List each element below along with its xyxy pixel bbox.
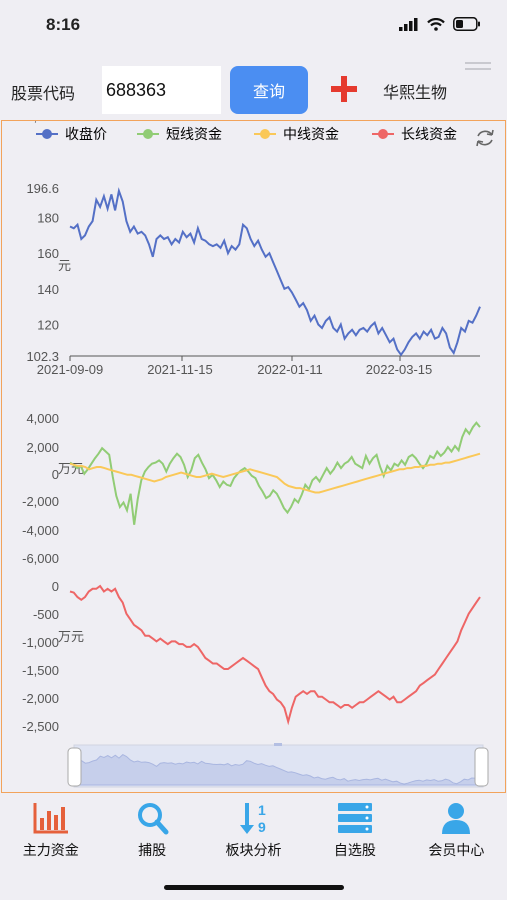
x-tick-label: 2022-03-15 (366, 362, 433, 377)
tab-label: 主力资金 (22, 842, 79, 858)
legend-label-close: 收盘价 (65, 126, 107, 142)
tab-sector-analysis[interactable]: 1 9 板块分析 (203, 795, 304, 865)
y-tick-label: -4,000 (22, 523, 59, 538)
tab-main-funds[interactable]: 主力资金 (0, 795, 101, 865)
stock-code-input[interactable] (102, 66, 221, 114)
tab-label: 板块分析 (225, 842, 282, 858)
y-tick-label: 140 (37, 282, 59, 297)
y-axis-unit: 万元 (58, 629, 84, 644)
y-tick-label: 0 (52, 467, 59, 482)
bottom-tab-bar: 主力资金 捕股 1 9 板块分析 自选股 会员中心 (0, 795, 507, 865)
legend-item-mid[interactable]: 中线资金 (254, 126, 339, 142)
y-tick-label: 2,000 (26, 440, 59, 455)
y-tick-label: 160 (37, 246, 59, 261)
legend-label-short: 短线资金 (166, 126, 222, 142)
legend-item-close[interactable]: 收盘价 (36, 126, 107, 142)
series-line-long (69, 584, 481, 726)
query-button[interactable]: 查询 (230, 66, 308, 114)
home-indicator (164, 885, 344, 890)
chart-svg: 收盘价 短线资金 中线资金 长线资金 196.6 180 160 140 120 102.… (22, 109, 494, 788)
sort-icon: 1 9 (239, 802, 266, 835)
y-tick-label: -1,000 (22, 635, 59, 650)
stock-name: 华熙生物 (383, 85, 448, 102)
tab-label: 自选股 (333, 842, 376, 858)
legend-label-mid: 中线资金 (283, 126, 339, 142)
y-tick-label: -8,800 (22, 121, 59, 124)
user-icon (442, 803, 471, 834)
stock-code-label: 股票代码 (11, 86, 76, 103)
battery-icon (453, 17, 480, 31)
legend-item-short[interactable]: 短线资金 (137, 126, 222, 142)
status-bar: 8:16 (0, 0, 507, 52)
y-tick-label: -2,000 (22, 691, 59, 706)
legend-label-long: 长线资金 (401, 126, 457, 142)
x-tick-label: 2021-09-09 (37, 362, 104, 377)
x-tick-label: 2021-11-15 (147, 362, 213, 377)
tab-catch-stock[interactable]: 捕股 (101, 795, 202, 865)
tab-label: 会员中心 (428, 842, 485, 858)
tab-label: 捕股 (138, 842, 167, 858)
x-tick-label: 2022-01-11 (257, 362, 323, 377)
data-zoom-slider[interactable] (67, 743, 489, 788)
svg-text:9: 9 (258, 819, 266, 835)
signal-icon (399, 17, 418, 31)
y-tick-label: 102.3 (26, 349, 59, 364)
zoom-handle-left[interactable] (67, 747, 82, 787)
y-tick-label: 4,000 (26, 411, 59, 426)
tab-member-center[interactable]: 会员中心 (406, 795, 507, 865)
y-axis-unit: 元 (58, 258, 71, 273)
menu-icon[interactable] (465, 62, 491, 76)
y-tick-label: -6,000 (22, 551, 59, 566)
y-axis-unit: 万元 (58, 461, 84, 476)
y-tick-label: -2,000 (22, 494, 59, 509)
refresh-icon[interactable] (476, 129, 494, 147)
list-icon (337, 803, 372, 833)
svg-text:1: 1 (258, 802, 266, 818)
status-icons (399, 17, 481, 31)
y-tick-label: -2,500 (22, 719, 59, 734)
bar-chart-icon (33, 803, 68, 834)
y-tick-label: 120 (37, 317, 59, 332)
y-tick-label: 180 (37, 211, 59, 226)
wifi-icon (427, 17, 445, 31)
y-tick-label: 196.6 (26, 181, 59, 196)
legend-item-long[interactable]: 长线资金 (372, 126, 457, 142)
y-tick-label: -500 (33, 607, 59, 622)
add-favorite-icon[interactable] (331, 76, 357, 102)
legend: 收盘价 短线资金 中线资金 长线资金 (36, 126, 457, 142)
tab-watchlist[interactable]: 自选股 (304, 795, 405, 865)
series-line-mid (69, 452, 481, 494)
y-tick-label: 0 (52, 579, 59, 594)
series-line-short (69, 421, 481, 525)
status-time: 8:16 (46, 15, 81, 34)
series-line-close (69, 187, 481, 357)
search-icon (138, 803, 169, 835)
zoom-handle-right[interactable] (474, 747, 489, 787)
y-tick-label: -1,500 (22, 663, 59, 678)
chart-panel: 收盘价 短线资金 中线资金 长线资金 196.6 180 160 140 120 102.… (1, 109, 506, 793)
